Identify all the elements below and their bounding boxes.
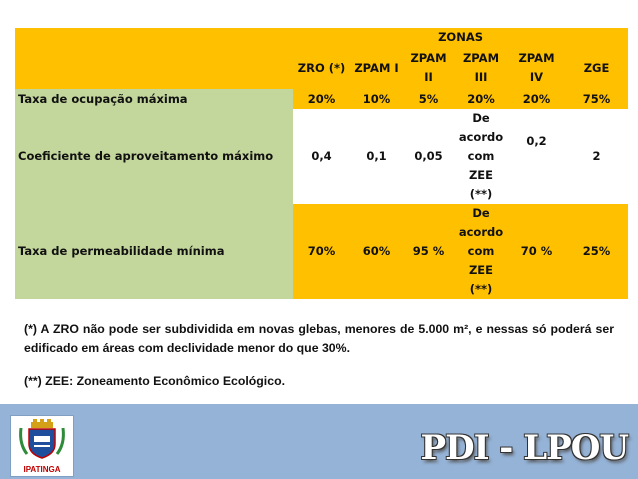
logo-text: IPATINGA (23, 465, 61, 474)
table-cell: 75% (565, 89, 629, 109)
zonas-header: ZONAS (293, 28, 629, 47)
footnote-zee: (**) ZEE: Zoneamento Econômico Ecológico… (24, 374, 285, 388)
table-cell: 0,2 (508, 109, 565, 204)
col-header-zro: ZRO (*) (293, 47, 350, 89)
table-cell: 20% (454, 89, 508, 109)
header-blank-cell (15, 28, 293, 89)
table-cell: 70% (293, 204, 350, 299)
col-header-zge: ZGE (565, 47, 629, 89)
table-cell: 95 % (403, 204, 454, 299)
table-cell: 20% (508, 89, 565, 109)
table-cell: 25% (565, 204, 629, 299)
footnotes: (*) A ZRO não pode ser subdividida em no… (24, 320, 614, 391)
ipatinga-logo: IPATINGA (10, 415, 74, 477)
brand-title: PDI - LPOU (420, 428, 629, 468)
col-header-zpam-ii: ZPAM II (403, 47, 454, 89)
coat-of-arms-icon (19, 419, 65, 459)
row-label-permeabilidade: Taxa de permeabilidade mínima (15, 204, 293, 299)
zoning-table: ZONAS ZRO (*) ZPAM I ZPAM II ZPAM III ZP… (15, 28, 629, 299)
footer-bar: IPATINGA PDI - LPOU (0, 404, 638, 479)
row-label-coeficiente: Coeficiente de aproveitamento máximo (15, 109, 293, 204)
table-cell: 20% (293, 89, 350, 109)
table-cell: 0,1 (350, 109, 403, 204)
table-cell: 60% (350, 204, 403, 299)
col-header-zpam-i: ZPAM I (350, 47, 403, 89)
table-cell: 0,05 (403, 109, 454, 204)
col-header-zpam-iii: ZPAM III (454, 47, 508, 89)
table-cell: 2 (565, 109, 629, 204)
table-cell: De acordo com ZEE (**) (454, 204, 508, 299)
footnote-zro: (*) A ZRO não pode ser subdividida em no… (24, 322, 614, 355)
table-cell: De acordo com ZEE (**) (454, 109, 508, 204)
table-cell: 70 % (508, 204, 565, 299)
table-cell: 0,4 (293, 109, 350, 204)
table-cell: 5% (403, 89, 454, 109)
col-header-zpam-iv: ZPAM IV (508, 47, 565, 89)
row-label-taxa-ocupacao: Taxa de ocupação máxima (15, 89, 293, 109)
table-cell: 10% (350, 89, 403, 109)
